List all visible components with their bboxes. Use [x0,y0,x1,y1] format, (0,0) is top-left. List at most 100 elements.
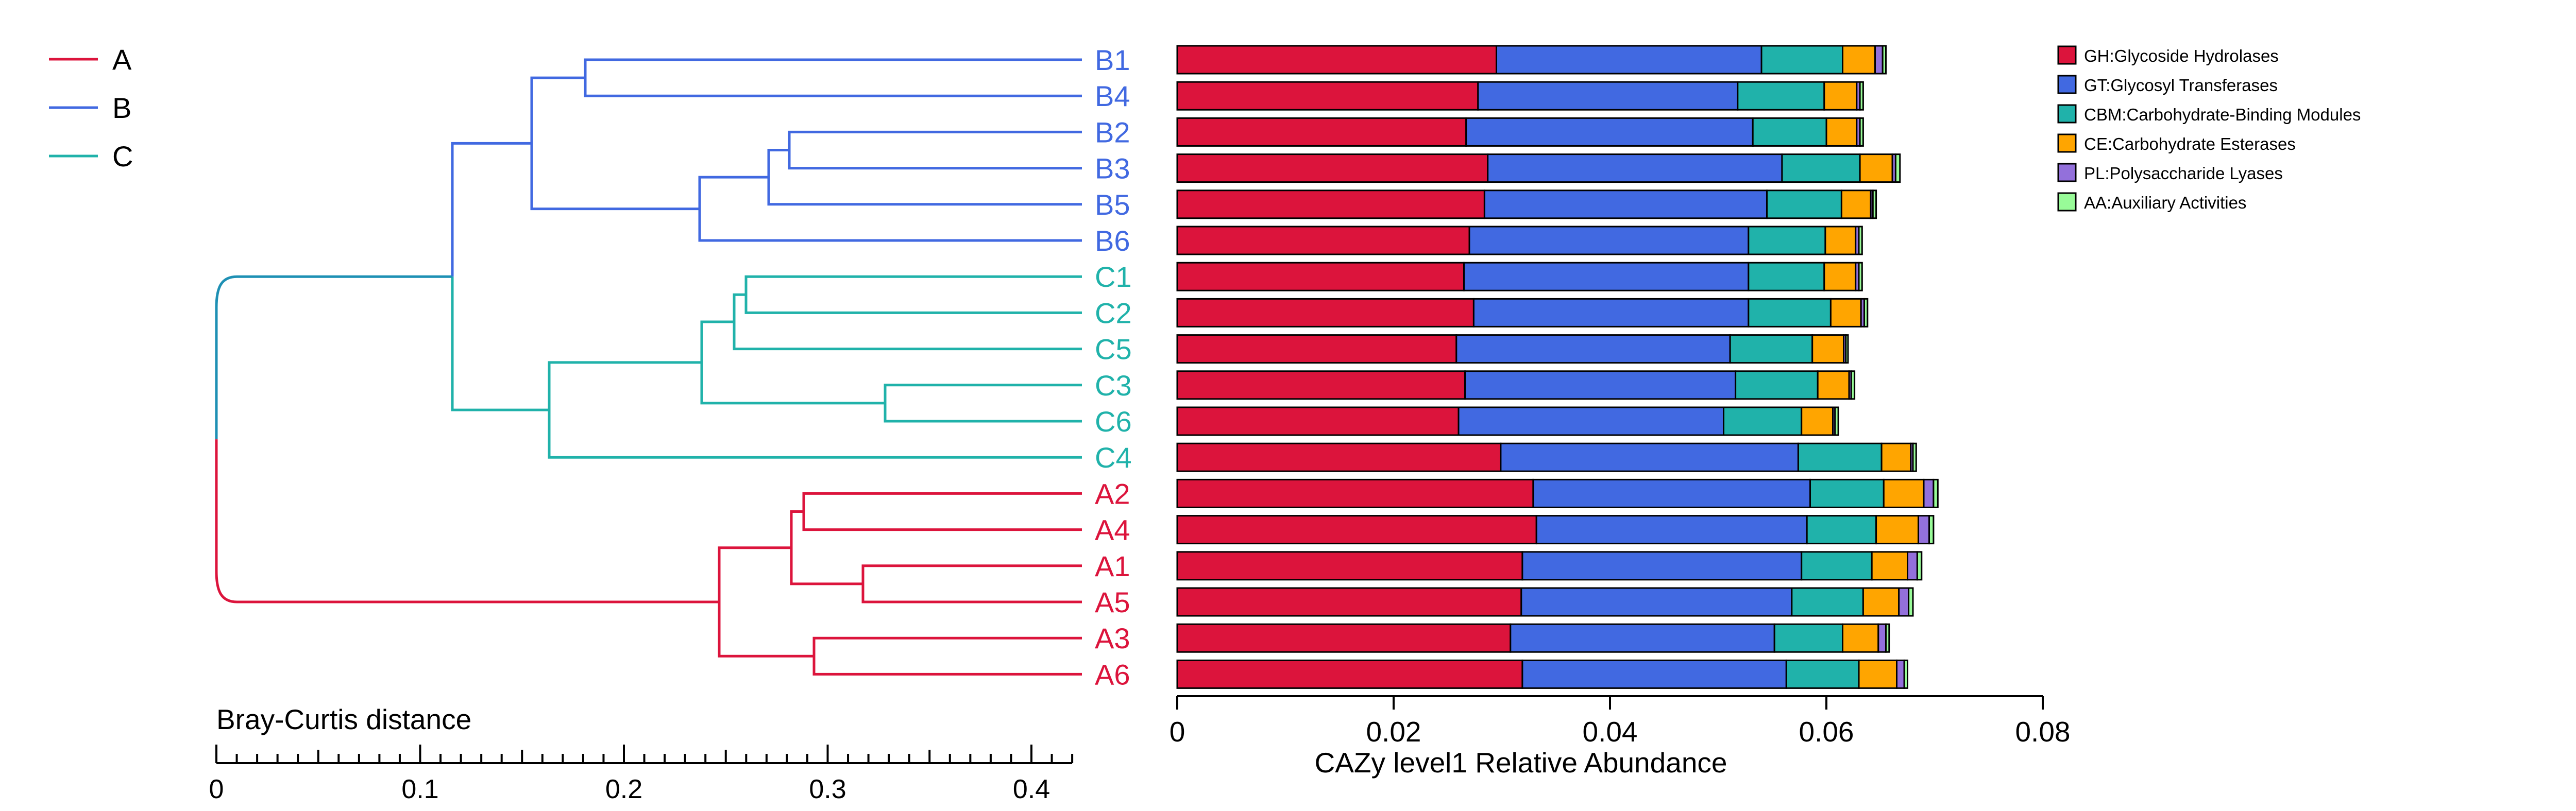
bar-row-c4 [1176,442,1917,472]
leaf-label-a4: A4 [1095,514,1130,546]
distance-axis-title: Bray-Curtis distance [216,703,471,735]
bar-row-b2 [1176,117,1864,147]
bar-segment-b4-cbm [1737,81,1825,111]
bar-segment-b2-cbm [1752,117,1827,147]
bar-segment-b4-gh [1176,81,1479,111]
legend-label-ce: CE:Carbohydrate Esterases [2084,134,2296,153]
legend-swatch-aa [2057,192,2077,212]
bar-segment-c6-gh [1176,406,1460,436]
bar-segment-c1-gt [1463,262,1750,291]
dendrogram-tree [215,58,1082,676]
bar-segment-b6-cbm [1748,226,1826,255]
legend-label-pl: PL:Polysaccharide Lyases [2084,164,2283,183]
bar-segment-b1-gt [1496,45,1762,75]
bar-segment-b2-aa [1859,117,1864,147]
bar-segment-b2-gh [1176,117,1467,147]
leaf-label-b2: B2 [1095,116,1130,148]
bar-segment-a4-pl [1918,515,1930,545]
root-lower [215,439,719,603]
bar-segment-a2-pl [1923,478,1935,508]
bar-segment-b3-cbm [1781,153,1861,183]
leaf-label-c4: C4 [1095,441,1132,474]
distance-tick-label: 0.1 [401,774,438,804]
bar-segment-c2-cbm [1748,298,1832,327]
legend-swatch-gh [2057,45,2077,65]
bar-segment-a5-gh [1176,587,1522,617]
bar-segment-c6-cbm [1723,406,1803,436]
bar-segment-a6-gh [1176,659,1523,689]
leaf-label-b1: B1 [1095,44,1130,76]
bar-segment-c1-gh [1176,262,1465,291]
legend-swatch-pl [2057,163,2077,182]
distance-tick-label: 0.4 [1013,774,1050,804]
abundance-tick-label: 0.08 [2015,716,2070,748]
legend-label-aa: AA:Auxiliary Activities [2084,193,2246,212]
branch-c1-c2 [744,275,1082,314]
distance-axis: Bray-Curtis distance 0 0.1 0.2 0.3 0.4 [209,703,1074,804]
bar-segment-a4-cbm [1806,515,1877,545]
leaf-label-b3: B3 [1095,152,1130,185]
bar-segment-c2-aa [1863,298,1869,327]
bar-row-b4 [1176,81,1864,111]
branch-b2-b3 [788,130,1082,170]
root-upper [215,275,452,440]
bar-row-a4 [1176,515,1935,545]
bar-segment-a1-gt [1521,551,1803,581]
bar-segment-c3-cbm [1735,370,1819,400]
bar-segment-a2-aa [1933,478,1939,508]
bar-segment-a2-gh [1176,478,1534,508]
bar-row-b5 [1176,189,1877,219]
bar-segment-a3-pl [1877,623,1887,653]
leaf-label-c3: C3 [1095,369,1132,402]
bar-segment-c5-ce [1811,334,1845,364]
bar-segment-b6-gh [1176,226,1470,255]
bar-segment-b6-aa [1858,226,1863,255]
branch-a-cluster [718,546,814,658]
bar-segment-c4-aa [1912,442,1917,472]
bar-segment-c2-gt [1472,298,1750,327]
legend-swatch-gt [2057,75,2077,94]
distance-tick-label: 0.2 [605,774,642,804]
bar-row-a5 [1176,587,1914,617]
bar-segment-a5-gt [1520,587,1793,617]
bar-segment-c4-gh [1176,442,1502,472]
bar-segment-b3-gh [1176,153,1489,183]
legend-swatch-ce [2057,133,2077,153]
branch-b1-b4 [584,58,1082,97]
bar-segment-b1-ce [1842,45,1876,75]
branch-bc-lower [451,277,549,411]
bar-row-c1 [1176,262,1863,291]
bar-segment-b1-pl [1874,45,1884,75]
bar-segment-c6-aa [1834,406,1839,436]
leaf-label-a6: A6 [1095,658,1130,691]
bar-row-c6 [1176,406,1839,436]
bar-segment-a1-cbm [1801,551,1873,581]
bar-segment-a6-aa [1903,659,1908,689]
bar-segment-a5-aa [1908,587,1914,617]
bar-row-a3 [1176,623,1890,653]
bar-segment-a5-cbm [1791,587,1864,617]
branch-a3-a6 [812,636,1082,676]
leaf-label-c2: C2 [1095,297,1132,329]
bar-segment-a2-ce [1883,478,1925,508]
bar-segment-a3-gh [1176,623,1512,653]
bar-segment-c1-cbm [1748,262,1825,291]
branch-bc-upper [451,142,532,277]
branch-a-sub [790,510,863,585]
branch-b-cluster [530,76,700,211]
bar-segment-c2-gh [1176,298,1475,327]
legend-label-c: C [112,140,133,172]
bar-segment-a1-aa [1916,551,1923,581]
legend-swatch-cbm [2057,104,2077,124]
bar-segment-c4-ce [1880,442,1912,472]
bar-segment-c2-ce [1829,298,1862,327]
dendrogram-legend: ABC [49,43,133,172]
bar-segment-a4-gt [1535,515,1808,545]
abundance-tick-label: 0.06 [1799,716,1854,748]
bar-segment-a3-ce [1842,623,1879,653]
legend-label-gh: GH:Glycoside Hydrolases [2084,46,2279,65]
bar-segment-b5-cbm [1766,189,1842,219]
bar-segment-b4-gt [1477,81,1739,111]
